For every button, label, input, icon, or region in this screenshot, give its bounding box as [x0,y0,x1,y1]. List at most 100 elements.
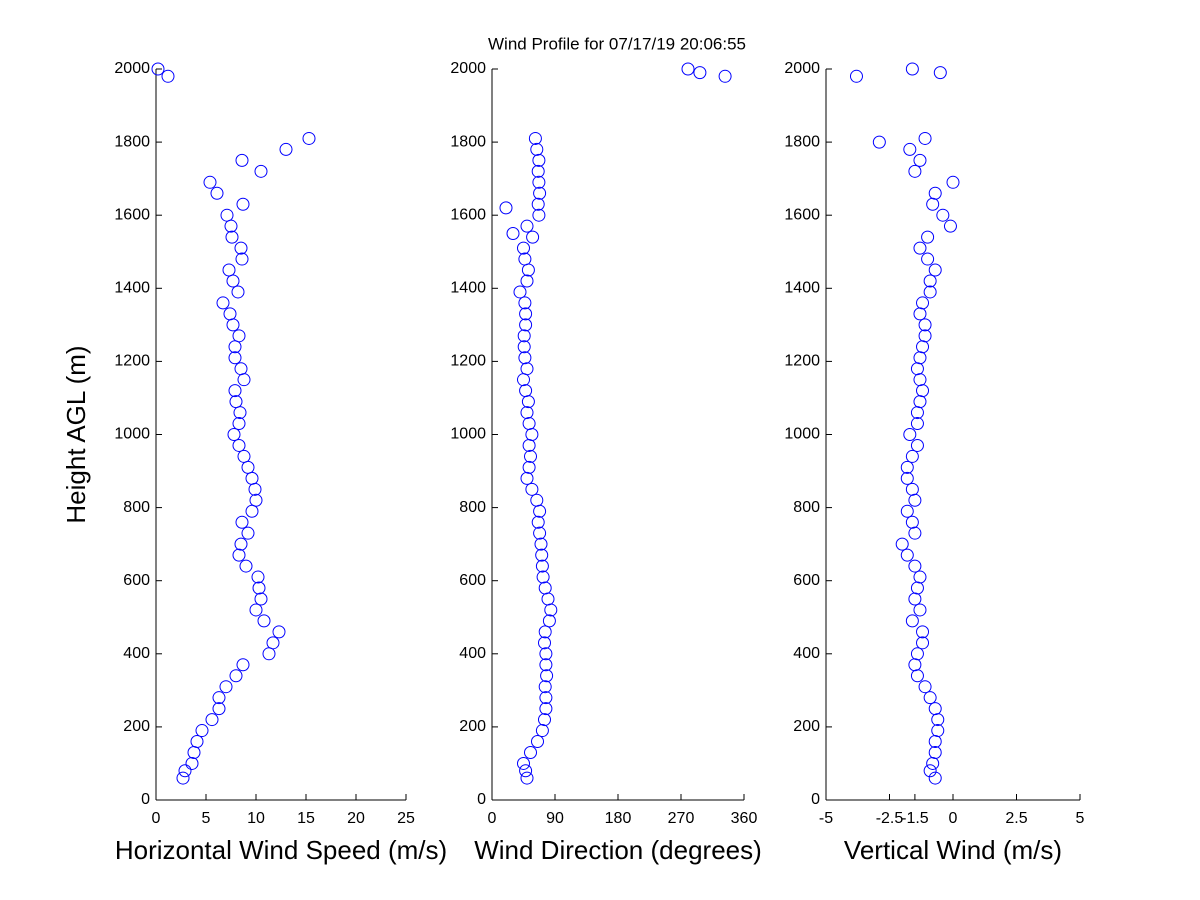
point [302,131,316,145]
point [176,771,190,785]
y-tick-label: 200 [793,718,820,735]
y-tick-label: 1600 [450,206,486,223]
point [931,724,945,738]
point [533,526,547,540]
point [195,724,209,738]
point [236,197,250,211]
point [910,438,924,452]
point [517,340,531,354]
point [913,570,927,584]
point [913,153,927,167]
point [923,764,937,778]
point [235,153,249,167]
point [900,460,914,474]
point [539,647,553,661]
point [520,219,534,233]
point [905,614,919,628]
point [234,241,248,255]
x-tick-label: 0 [949,810,958,827]
point [229,395,243,409]
y-tick-label: 1400 [114,280,150,297]
point [538,713,551,727]
y-tick-label: 800 [459,499,486,516]
point [222,263,236,277]
y-axis-label: Height AGL (m) [61,345,91,523]
point [178,764,192,778]
point [538,625,552,639]
point [681,62,695,76]
point [928,702,942,716]
y-tick-label: 1600 [114,206,150,223]
point [506,226,520,240]
point [185,756,199,770]
point [517,241,530,255]
point [534,537,548,551]
y-tick-label: 1400 [784,280,820,297]
x-tick-label: 25 [397,810,415,827]
y-tick-label: 400 [793,645,820,662]
point [531,164,545,178]
point [232,417,246,431]
x-tick-label: 90 [546,810,564,827]
x-tick-label: 180 [605,810,632,827]
y-tick-label: 0 [141,791,150,808]
point [532,153,546,167]
point [923,691,937,705]
point [530,142,544,156]
point [535,724,549,738]
point [923,274,937,288]
point [518,252,532,266]
point [518,351,532,365]
point [946,175,960,189]
point [525,482,539,496]
point [928,263,942,277]
point [918,318,932,332]
point [533,186,547,200]
point [518,296,532,310]
y-tick-label: 2000 [450,60,486,77]
point [908,164,922,178]
point [910,417,924,431]
point [528,131,542,145]
point [916,636,930,650]
x-axis-label: Vertical Wind (m/s) [844,835,1062,865]
point [905,62,919,76]
point [522,460,536,474]
point [517,756,530,770]
point [913,603,927,617]
y-tick-label: 0 [811,791,820,808]
point [916,296,930,310]
point [535,548,549,562]
point [530,493,544,507]
y-tick-label: 1000 [450,426,486,443]
point [272,625,286,639]
point [928,186,942,200]
point [249,493,263,507]
y-tick-label: 600 [459,572,486,589]
y-tick-label: 1200 [114,353,150,370]
point [900,548,914,562]
point [538,680,552,694]
y-tick-label: 1600 [784,206,820,223]
point [241,526,255,540]
point [908,559,922,573]
point [219,680,233,694]
point [895,537,909,551]
y-tick-label: 1800 [784,133,820,150]
point [237,449,251,463]
y-tick-label: 2000 [784,60,820,77]
x-tick-label: -1.5 [901,810,929,827]
point [905,449,919,463]
point [161,69,175,83]
point [928,745,942,759]
x-tick-label: -2.5 [876,810,904,827]
point [225,230,239,244]
y-tick-label: 1000 [114,426,150,443]
point [910,647,924,661]
y-tick-label: 800 [123,499,150,516]
x-axis-label: Horizontal Wind Speed (m/s) [115,835,447,865]
point [151,62,165,76]
point [536,570,550,584]
y-tick-label: 1000 [784,426,820,443]
